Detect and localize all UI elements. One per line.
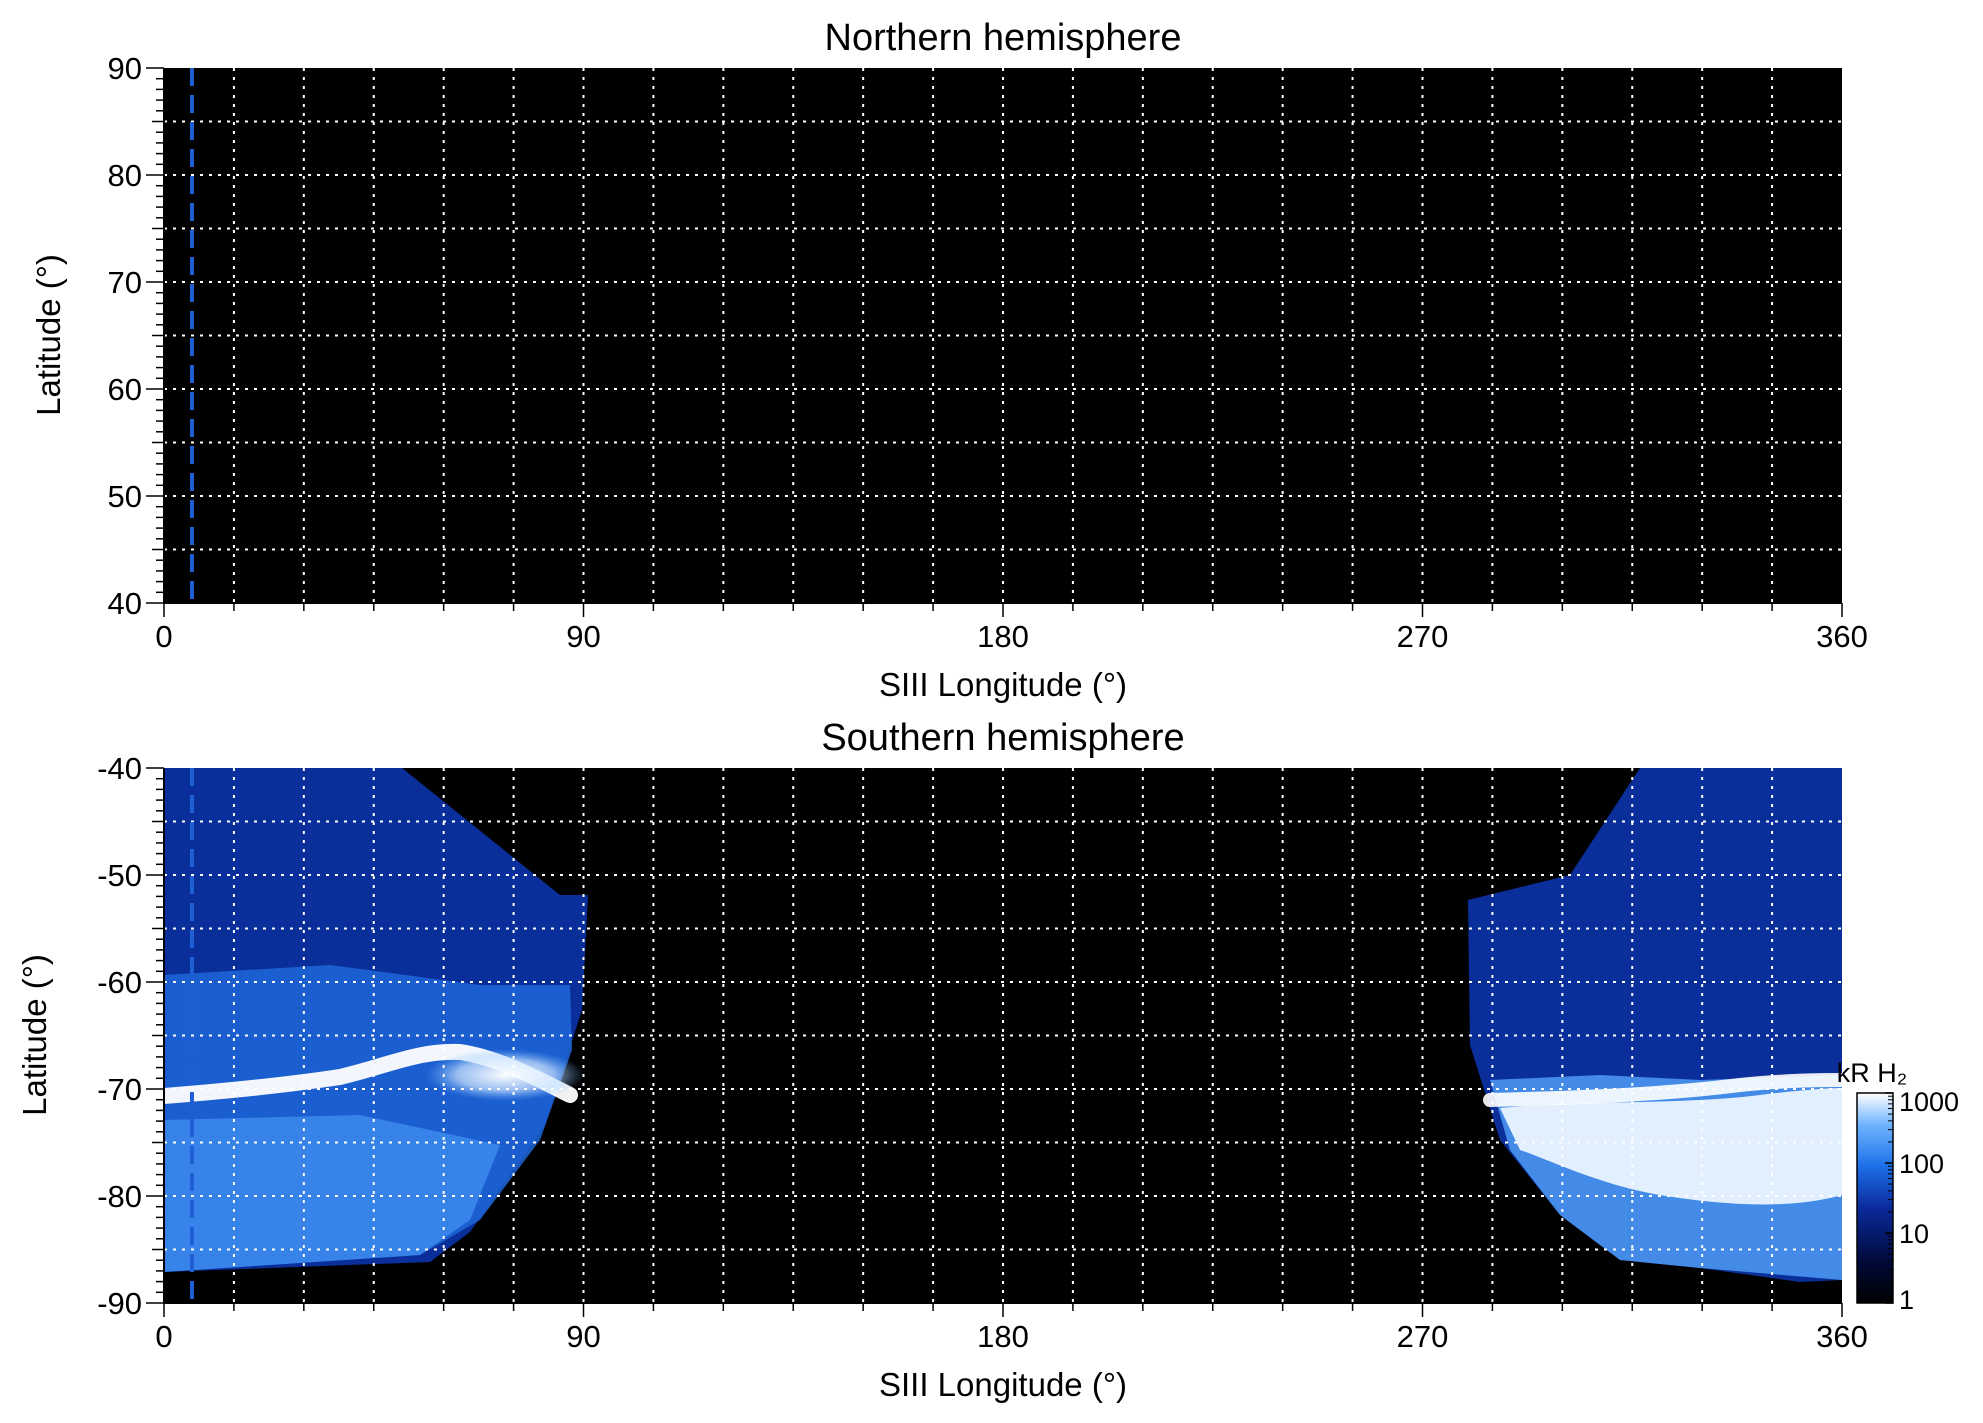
northern-x-tick-label: 360 (1816, 619, 1868, 654)
colorbar-tick-label: 1 (1899, 1285, 1914, 1315)
southern-x-axis-label: SIII Longitude (°) (879, 1366, 1127, 1403)
southern-y-tick-label: -50 (97, 858, 142, 893)
northern-y-tick-label: 60 (108, 372, 142, 407)
southern-axes: 0 90 180 270 360 -40 -50 -60 -70 -80 -90 (97, 751, 1868, 1354)
northern-x-tick-label: 270 (1397, 619, 1449, 654)
colorbar-tick-label: 100 (1899, 1149, 1944, 1179)
southern-x-tick-label: 180 (977, 1319, 1029, 1354)
northern-panel: Northern hemisphere 0 90 180 270 360 90 80 70 60… (30, 17, 1868, 703)
southern-y-tick-label: -40 (97, 751, 142, 786)
southern-title: Southern hemisphere (821, 717, 1184, 759)
southern-x-tick-label: 360 (1816, 1319, 1868, 1354)
colorbar-tick-label: 10 (1899, 1219, 1929, 1249)
colorbar-gradient (1856, 1092, 1894, 1304)
southern-y-tick-label: -90 (97, 1286, 142, 1321)
northern-x-tick-label: 180 (977, 619, 1029, 654)
southern-x-tick-label: 270 (1397, 1319, 1449, 1354)
northern-y-tick-label: 40 (108, 586, 142, 621)
southern-oval-east (1483, 1073, 1842, 1107)
southern-y-tick-label: -60 (97, 965, 142, 1000)
northern-x-axis-label: SIII Longitude (°) (879, 666, 1127, 703)
northern-x-tick-label: 90 (566, 619, 600, 654)
southern-emission-east-bright (1500, 1088, 1842, 1205)
northern-title: Northern hemisphere (825, 17, 1182, 59)
colorbar: kR H₂ 1000 100 10 1 (1837, 1058, 1959, 1315)
colorbar-ticks: 1000 100 10 1 (1885, 1087, 1959, 1315)
southern-x-tick-label: 90 (566, 1319, 600, 1354)
southern-emission (164, 768, 1842, 1282)
colorbar-tick-label: 1000 (1899, 1087, 1959, 1117)
northern-y-axis-label: Latitude (°) (30, 254, 67, 416)
northern-y-tick-label: 90 (108, 51, 142, 86)
southern-oval-west-bright (425, 1049, 585, 1101)
colorbar-label: kR H₂ (1837, 1058, 1907, 1088)
southern-y-tick-label: -80 (97, 1179, 142, 1214)
northern-y-tick-label: 70 (108, 265, 142, 300)
southern-y-tick-label: -70 (97, 1072, 142, 1107)
northern-x-tick-label: 0 (155, 619, 172, 654)
southern-panel: Southern hemisphere 0 90 180 270 360 -40 -50 -6… (16, 717, 1868, 1403)
southern-grid (164, 768, 1842, 1303)
northern-y-tick-label: 50 (108, 479, 142, 514)
southern-y-axis-label: Latitude (°) (16, 954, 53, 1116)
northern-y-tick-label: 80 (108, 158, 142, 193)
southern-x-tick-label: 0 (155, 1319, 172, 1354)
northern-grid (164, 68, 1842, 603)
southern-emission-west-lower (164, 1115, 500, 1272)
northern-axes: 0 90 180 270 360 90 80 70 60 50 40 (108, 51, 1868, 654)
